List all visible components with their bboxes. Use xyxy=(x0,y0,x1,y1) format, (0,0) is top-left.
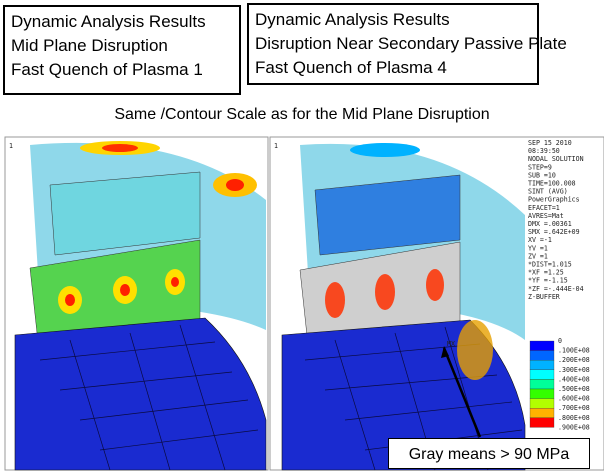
contour-scale: 0 .100E+08.200E+08 .300E+08.400E+08 .500E+0… xyxy=(530,337,590,431)
scale-label: .600E+08 xyxy=(558,395,590,403)
info-line: NODAL SOLUTION xyxy=(528,155,584,163)
info-line: *XF =1.25 xyxy=(528,269,564,277)
info-line: SUB =10 xyxy=(528,171,556,179)
info-line: *YF =-1.15 xyxy=(528,277,568,285)
info-line: ZV =1 xyxy=(528,252,548,260)
scale-swatch xyxy=(530,351,554,361)
corner-label: 1 xyxy=(274,142,278,150)
scale-label: .100E+08 xyxy=(558,347,590,355)
scale-swatch xyxy=(530,341,554,351)
scale-swatch xyxy=(530,360,554,370)
info-line: DMX =.00361 xyxy=(528,220,572,228)
info-line: XV =-1 xyxy=(528,236,552,244)
info-line: *DIST=1.015 xyxy=(528,261,572,269)
scale-label: .700E+08 xyxy=(558,404,590,412)
scale-label: .200E+08 xyxy=(558,356,590,364)
info-line: SMX =.642E+09 xyxy=(528,228,580,236)
info-line: PowerGraphics xyxy=(528,196,580,204)
corner-label: 1 xyxy=(9,142,13,150)
info-line: *ZF =-.444E-04 xyxy=(528,285,584,293)
info-line: SINT (AVG) xyxy=(528,188,568,196)
max-label: MX xyxy=(447,340,455,348)
info-line: SEP 15 2010 xyxy=(528,139,572,147)
scale-label: .900E+08 xyxy=(558,423,590,431)
info-line: AVRES=Mat xyxy=(528,212,564,220)
scale-label: .500E+08 xyxy=(558,385,590,393)
info-line: Z-BUFFER xyxy=(528,293,560,301)
scale-label: .300E+08 xyxy=(558,366,590,374)
scale-swatch xyxy=(530,399,554,409)
info-line: YV =1 xyxy=(528,244,548,252)
slide: Dynamic Analysis ResultsMid Plane Disrup… xyxy=(0,0,604,472)
info-line: STEP=9 xyxy=(528,163,552,171)
scale-label: .400E+08 xyxy=(558,375,590,383)
scale-swatch xyxy=(530,389,554,399)
figures: 1 1 MX SEP 15 201008:39:50NODAL SOLUTION… xyxy=(0,0,604,472)
scale-swatch xyxy=(530,408,554,418)
scale-swatch xyxy=(530,418,554,428)
scale-swatch xyxy=(530,370,554,380)
scale-label: 0 xyxy=(558,337,562,345)
scale-swatch xyxy=(530,379,554,389)
scale-label: .800E+08 xyxy=(558,414,590,422)
info-line: TIME=100.008 xyxy=(528,180,576,188)
callout: Gray means > 90 MPa xyxy=(388,438,590,469)
info-line: EFACET=1 xyxy=(528,204,560,212)
fea-image-left: 1 xyxy=(5,137,268,470)
info-line: 08:39:50 xyxy=(528,147,560,155)
